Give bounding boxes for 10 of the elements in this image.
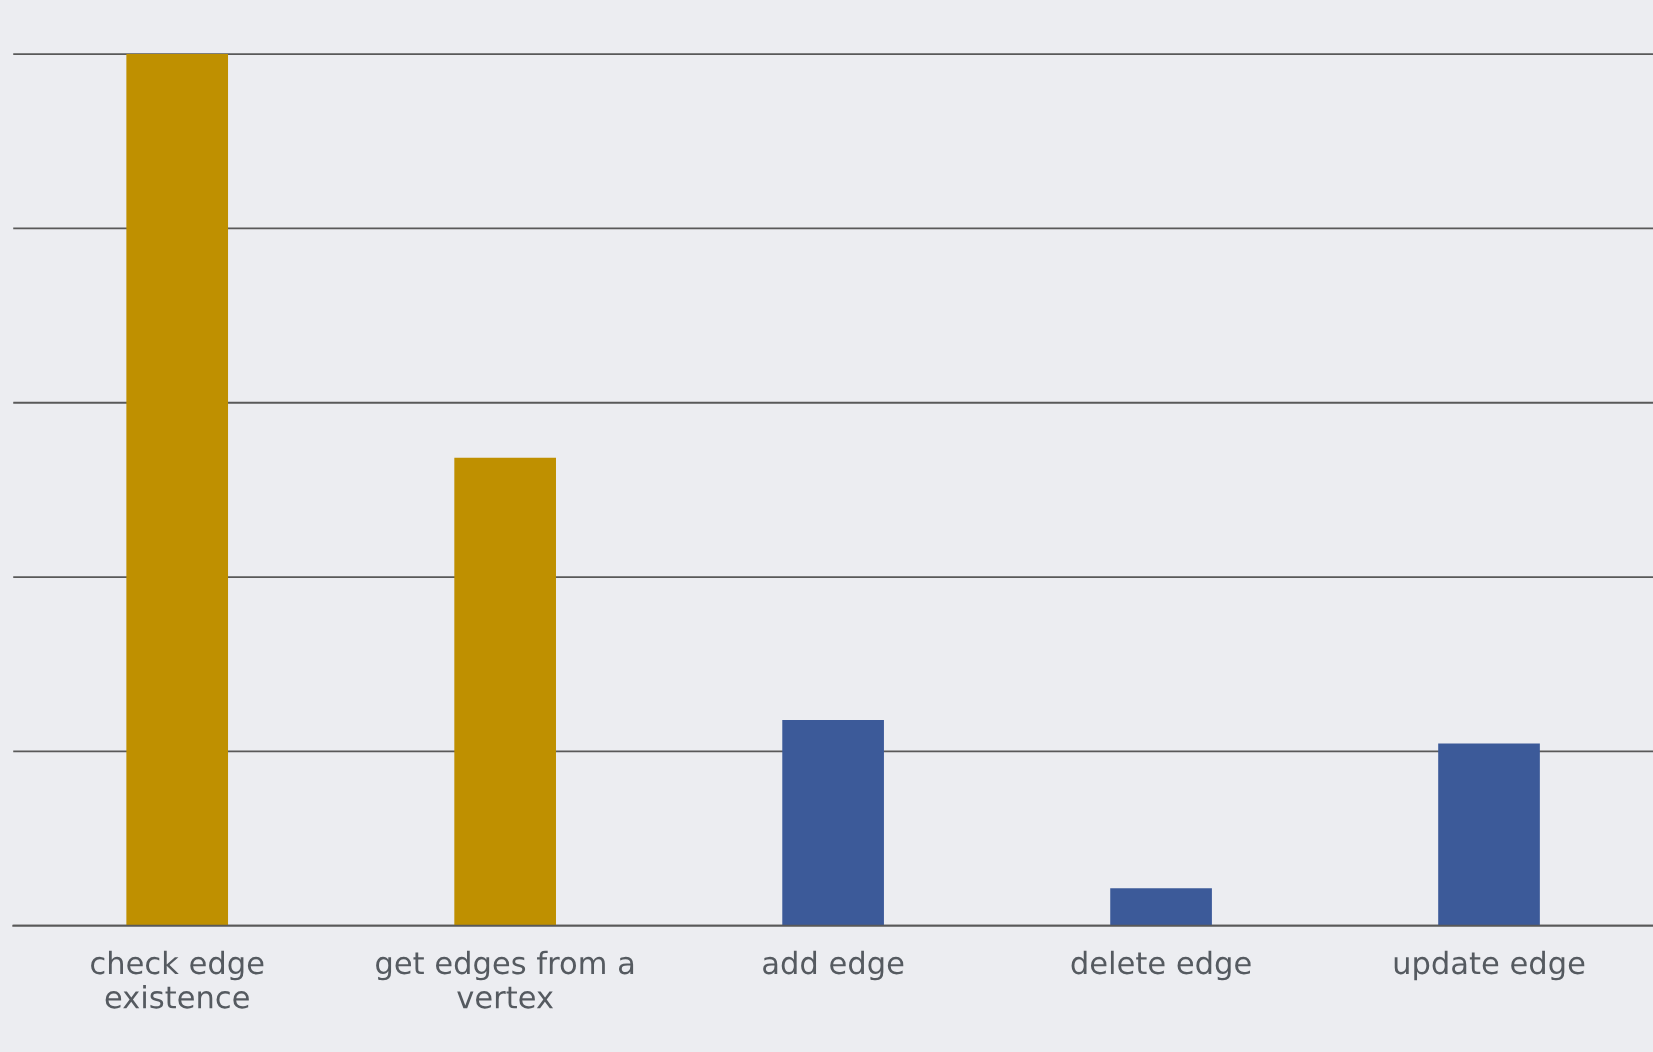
x-tick-label: update edge xyxy=(1394,950,1585,981)
bar xyxy=(126,54,229,926)
bar xyxy=(1110,888,1212,926)
x-tick-label: get edges from a vertex xyxy=(376,950,634,1009)
x-tick-label: check edge existence xyxy=(91,950,264,1009)
bar xyxy=(454,457,556,926)
x-tick-label: add edge xyxy=(763,950,904,981)
bar xyxy=(782,720,884,926)
bar xyxy=(1438,743,1540,926)
x-tick-label: delete edge xyxy=(1071,950,1251,981)
